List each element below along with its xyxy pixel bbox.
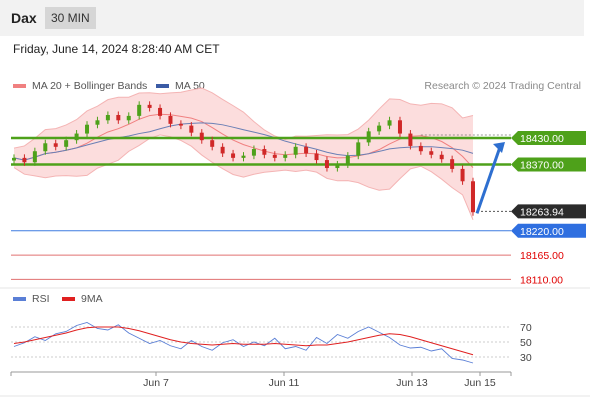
level-label-4: 18110.00 [520, 274, 563, 286]
forecast-arrow [475, 141, 505, 214]
candle-body-9 [105, 115, 110, 121]
forecast-arrow-head [493, 141, 505, 153]
candle-body-18 [199, 132, 204, 141]
candle-body-37 [397, 120, 402, 134]
candle-body-44 [471, 181, 475, 213]
forecast-arrow-shaft [475, 146, 502, 214]
candle-body-19 [210, 140, 215, 147]
ma20-swatch [13, 84, 26, 89]
level-label-3: 18165.00 [520, 250, 564, 262]
timeframe-button[interactable]: 30 MIN [45, 7, 96, 29]
time-axis: Jun 7 Jun 11 Jun 13 Jun 15 [0, 287, 590, 397]
candle-body-17 [189, 125, 194, 133]
candle-body-23 [251, 149, 256, 156]
bollinger-lower [13, 134, 474, 220]
x-label-2: Jun 13 [396, 377, 428, 389]
symbol-title: Dax [11, 10, 37, 26]
candle-body-3 [43, 143, 48, 152]
candle-body-26 [283, 154, 288, 158]
candle-body-24 [262, 149, 267, 155]
rsi-tick-2: 30 [520, 352, 532, 364]
candle-body-12 [137, 104, 142, 116]
candle-body-11 [126, 115, 131, 121]
rsi-series-1 [13, 326, 474, 356]
candle-body-36 [387, 120, 392, 126]
rsi-tick-1: 50 [520, 337, 532, 349]
candle-body-1 [22, 157, 27, 163]
candle-body-22 [241, 155, 246, 158]
title-bar: Dax 30 MIN [0, 0, 584, 36]
candle-body-0 [12, 157, 16, 161]
rsi-series-0 [13, 322, 474, 364]
candle-body-10 [116, 115, 121, 121]
x-label-1: Jun 11 [269, 377, 300, 389]
candle-body-32 [345, 155, 350, 165]
candle-body-13 [147, 104, 152, 108]
level-tag-2 [511, 223, 586, 238]
level-tag-0 [511, 130, 586, 145]
candle-body-31 [335, 164, 340, 169]
candle-body-25 [272, 154, 277, 158]
level-label-0: 18430.00 [520, 133, 564, 145]
level-tags: 18430.00 18370.00 18220.00 18165.00 18110.00… [511, 130, 586, 286]
candle-body-7 [85, 124, 90, 134]
candle-body-38 [408, 133, 413, 146]
legend-ma20-bollinger: MA 20 + Bollinger Bands [13, 80, 147, 92]
level-label-2: 18220.00 [520, 226, 564, 238]
candle-body-29 [314, 153, 319, 161]
rsi-tick-0: 70 [520, 322, 532, 334]
level-label-1: 18370.00 [520, 159, 564, 171]
candle-body-42 [450, 159, 455, 169]
candle-body-14 [158, 107, 163, 116]
x-label-3: Jun 15 [464, 377, 496, 389]
candle-body-2 [32, 151, 37, 163]
candle-body-8 [95, 120, 100, 125]
legend-9ma-label: 9MA [81, 293, 103, 305]
legend-rsi: RSI [13, 293, 50, 305]
rsi-swatch [13, 297, 26, 302]
research-credit: Research © 2024 Trading Central [424, 80, 581, 92]
candle-body-4 [53, 143, 58, 147]
candle-body-39 [418, 145, 423, 152]
candle-body-34 [366, 131, 371, 143]
candle-body-41 [439, 154, 444, 160]
candle-body-43 [460, 168, 465, 182]
legend-rsi-label: RSI [32, 293, 50, 305]
candle-body-35 [377, 125, 382, 132]
candle-body-6 [74, 133, 79, 141]
x-label-0: Jun 7 [143, 377, 169, 389]
ma20-line [13, 113, 474, 168]
ma50-line [13, 122, 474, 161]
ma50-swatch [156, 84, 169, 89]
candle-body-20 [220, 146, 225, 154]
candle-body-5 [64, 140, 69, 147]
last-price-label: 18263.94 [520, 206, 564, 218]
bollinger-upper [13, 87, 474, 149]
level-tag-1 [511, 157, 586, 172]
moving-averages [13, 113, 474, 168]
candle-body-30 [324, 160, 329, 169]
candle-body-40 [429, 151, 434, 155]
rsi-panel: 70 50 30 [11, 322, 532, 364]
candle-body-15 [168, 115, 173, 124]
legend-9ma: 9MA [62, 293, 103, 305]
support-resistance-levels [11, 134, 511, 280]
candle-body-33 [356, 142, 361, 156]
timestamp: Friday, June 14, 2024 8:28:40 AM CET [13, 42, 220, 56]
candle-body-21 [231, 153, 236, 158]
candle-body-16 [178, 123, 183, 126]
candle-body-27 [293, 146, 298, 155]
candles [12, 101, 475, 216]
last-price-tag [511, 204, 586, 219]
candle-body-28 [304, 146, 309, 154]
legend-ma20-label: MA 20 + Bollinger Bands [32, 80, 148, 92]
ma9-swatch [62, 297, 75, 302]
